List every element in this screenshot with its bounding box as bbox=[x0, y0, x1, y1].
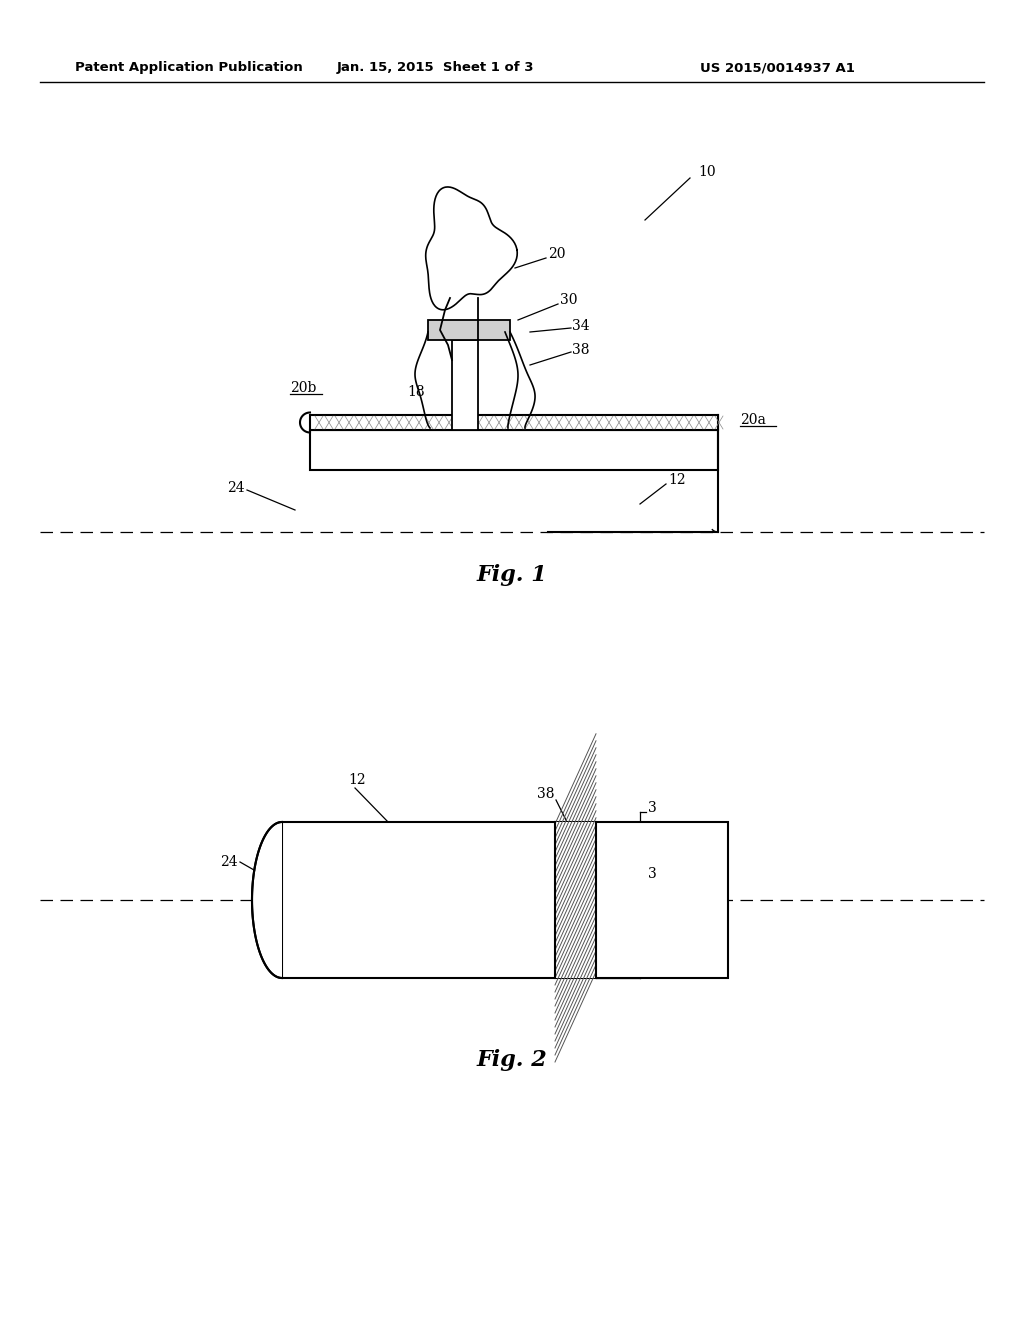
Text: US 2015/0014937 A1: US 2015/0014937 A1 bbox=[700, 62, 855, 74]
Bar bbox=[428, 319, 510, 341]
Text: 30: 30 bbox=[560, 293, 578, 308]
Text: 12: 12 bbox=[348, 774, 366, 787]
Bar bbox=[282, 822, 728, 978]
Text: 38: 38 bbox=[538, 787, 555, 801]
Bar bbox=[555, 822, 596, 978]
Text: 24: 24 bbox=[220, 855, 238, 869]
Text: Fig. 1: Fig. 1 bbox=[476, 564, 548, 586]
Polygon shape bbox=[253, 822, 282, 978]
Bar bbox=[452, 341, 478, 430]
Text: 3: 3 bbox=[648, 801, 656, 814]
Text: 10: 10 bbox=[698, 165, 716, 180]
Bar bbox=[310, 430, 718, 470]
Text: 12: 12 bbox=[668, 473, 686, 487]
Text: Patent Application Publication: Patent Application Publication bbox=[75, 62, 303, 74]
Text: 20b: 20b bbox=[290, 381, 316, 395]
Text: 3: 3 bbox=[648, 867, 656, 880]
Text: 20a: 20a bbox=[740, 413, 766, 426]
Text: 34: 34 bbox=[572, 319, 590, 333]
Text: 38: 38 bbox=[572, 343, 590, 356]
Bar bbox=[310, 414, 718, 430]
Text: Jan. 15, 2015  Sheet 1 of 3: Jan. 15, 2015 Sheet 1 of 3 bbox=[336, 62, 534, 74]
Text: 24: 24 bbox=[227, 480, 245, 495]
Text: 20: 20 bbox=[548, 247, 565, 261]
Text: Fig. 2: Fig. 2 bbox=[476, 1049, 548, 1071]
Text: 18: 18 bbox=[408, 385, 425, 399]
